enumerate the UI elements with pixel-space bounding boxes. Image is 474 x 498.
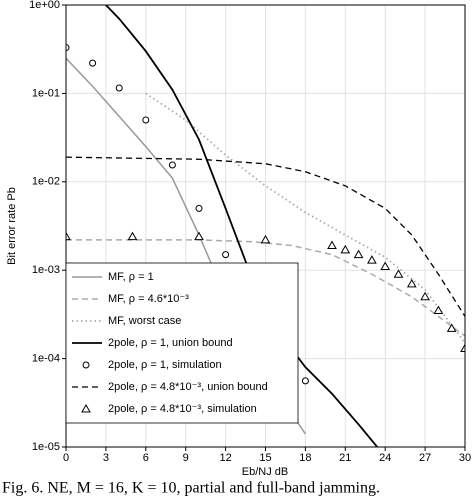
x-tick-label: 18 bbox=[299, 452, 311, 464]
x-tick-label: 27 bbox=[419, 452, 431, 464]
legend-label: 2pole, ρ = 4.8*10⁻³, union bound bbox=[108, 381, 268, 393]
y-tick-label: 1e-03 bbox=[32, 264, 60, 276]
x-tick-label: 9 bbox=[183, 452, 189, 464]
legend-label: MF, worst case bbox=[108, 315, 181, 327]
x-tick-label: 15 bbox=[259, 452, 271, 464]
legend-label: 2pole, ρ = 1, simulation bbox=[108, 359, 222, 371]
circle-marker bbox=[82, 361, 90, 369]
plot-frame bbox=[65, 4, 466, 448]
x-tick-label: 0 bbox=[63, 452, 69, 464]
circle-marker bbox=[142, 116, 150, 124]
y-tick-label: 1e+00 bbox=[29, 0, 60, 11]
circle-marker bbox=[168, 161, 176, 169]
circle-marker bbox=[89, 59, 97, 67]
triangle-marker bbox=[420, 291, 430, 301]
triangle-marker bbox=[380, 261, 391, 271]
legend-label: 2pole, ρ = 1, union bound bbox=[108, 337, 233, 349]
triangle-marker bbox=[66, 231, 71, 241]
triangle-marker bbox=[406, 278, 417, 288]
triangle-marker bbox=[194, 231, 204, 241]
x-tick-label: 30 bbox=[459, 452, 471, 464]
legend-box bbox=[65, 262, 299, 424]
triangle-marker bbox=[353, 249, 364, 259]
triangle-marker bbox=[393, 269, 404, 278]
legend-label: MF, ρ = 4.6*10⁻³ bbox=[108, 293, 189, 305]
y-tick-label: 1e-01 bbox=[32, 87, 60, 99]
x-tick-label: 3 bbox=[103, 452, 109, 464]
circle-marker bbox=[222, 251, 230, 259]
x-tick-label: 21 bbox=[339, 452, 351, 464]
caption: Fig. 6. NE, M = 16, K = 10, partial and … bbox=[2, 480, 380, 497]
legend-label: 2pole, ρ = 4.8*10⁻³, simulation bbox=[108, 403, 257, 415]
x-tick-label: 6 bbox=[143, 452, 149, 464]
y-tick-label: 1e-05 bbox=[32, 441, 60, 453]
circle-marker bbox=[195, 204, 203, 212]
series-line bbox=[66, 239, 465, 337]
y-tick-label: 1e-04 bbox=[32, 353, 60, 365]
triangle-marker bbox=[433, 305, 444, 315]
triangle-marker bbox=[367, 255, 377, 264]
triangle-marker bbox=[460, 343, 465, 353]
x-axis-label: Eb/NJ dB bbox=[242, 466, 288, 478]
series-line bbox=[105, 5, 378, 447]
legend-label: MF, ρ = 1 bbox=[108, 271, 154, 283]
x-tick-label: 24 bbox=[379, 452, 391, 464]
triangle-marker bbox=[260, 234, 271, 244]
triangle-marker bbox=[81, 403, 91, 413]
series-line bbox=[66, 156, 465, 317]
circle-marker bbox=[66, 44, 70, 52]
triangle-marker bbox=[446, 323, 457, 332]
circle-marker bbox=[301, 377, 309, 385]
triangle-marker bbox=[327, 240, 337, 250]
circle-marker bbox=[115, 84, 123, 92]
triangle-marker bbox=[340, 244, 351, 254]
y-tick-label: 1e-02 bbox=[32, 176, 60, 188]
legend: MF, ρ = 1 MF, ρ = 4.6*10⁻³ MF, worst case 2… bbox=[65, 262, 299, 424]
y-axis-label: Bit error rate Pb bbox=[6, 187, 18, 265]
x-tick-label: 12 bbox=[219, 452, 231, 464]
triangle-marker bbox=[127, 231, 138, 241]
